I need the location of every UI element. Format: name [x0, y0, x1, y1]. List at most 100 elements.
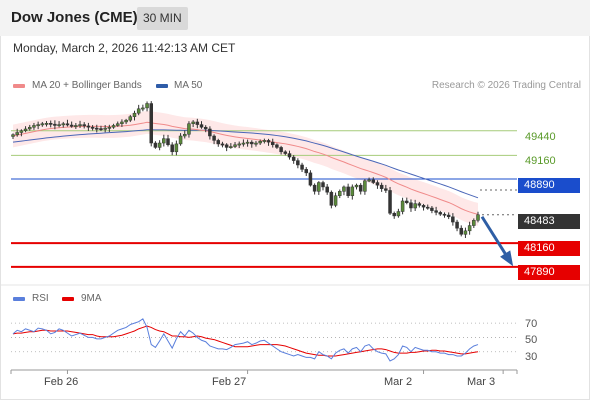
candle-body	[229, 146, 233, 148]
candle-body	[371, 179, 376, 183]
candle-body	[392, 213, 396, 217]
candle-body	[145, 103, 149, 109]
candle-body	[237, 143, 241, 146]
candle-body	[384, 188, 388, 191]
rsi-ma-legend-label: 9MA	[81, 293, 102, 304]
rsi-tick-50: 50	[525, 334, 538, 346]
candle-body	[128, 116, 133, 121]
candle-body	[44, 123, 49, 125]
candle-body	[11, 134, 15, 137]
candle-body	[434, 210, 438, 213]
candle-body	[325, 186, 329, 193]
candle-body	[333, 195, 338, 206]
level-label-r2: 49440	[525, 131, 556, 143]
level-tag-last: 48483	[518, 214, 580, 229]
candle-body	[321, 182, 325, 188]
candle-body	[446, 214, 451, 218]
candle-body	[53, 123, 57, 126]
candle-body	[86, 125, 91, 128]
x-tick-mar3: Mar 3	[467, 376, 496, 388]
candle-body	[358, 184, 363, 192]
candle-body	[421, 205, 426, 208]
candle-body	[375, 182, 380, 186]
candle-body	[191, 121, 195, 124]
candle-body	[149, 103, 153, 144]
candle-body	[291, 156, 296, 161]
candle-body	[442, 213, 447, 216]
candle-body	[296, 160, 300, 166]
candle-body	[304, 169, 308, 174]
candle-body	[388, 190, 392, 214]
candle-body	[308, 172, 313, 186]
candle-body	[15, 132, 19, 135]
candle-body	[174, 143, 179, 153]
chart-header: Dow Jones (CME) 30 MIN	[0, 0, 590, 36]
candle-body	[476, 214, 480, 221]
candle-body	[195, 121, 200, 125]
candle-body	[141, 107, 145, 110]
candle-body	[203, 126, 208, 130]
candle-body	[262, 140, 267, 142]
rsi-legend-swatch	[13, 297, 25, 301]
chart-datetime: Monday, March 2, 2026 11:42:13 AM CET	[13, 41, 236, 55]
timeframe-badge[interactable]: 30 MIN	[137, 7, 188, 30]
candle-body	[32, 125, 36, 128]
bollinger-band	[13, 110, 478, 226]
candle-body	[120, 121, 124, 124]
candle-body	[57, 124, 61, 127]
candle-body	[187, 123, 191, 135]
candle-body	[279, 147, 283, 153]
candle-body	[28, 126, 32, 130]
candle-body	[405, 200, 409, 203]
candle-body	[409, 202, 413, 209]
candle-body	[329, 191, 334, 206]
candle-body	[78, 124, 82, 127]
candle-body	[233, 144, 237, 147]
candle-body	[220, 143, 225, 146]
candle-body	[40, 123, 45, 126]
candle-body	[111, 125, 116, 128]
candle-body	[224, 144, 229, 148]
candle-body	[199, 124, 204, 128]
candle-body	[455, 221, 459, 229]
candle-body	[312, 184, 317, 192]
candle-body	[270, 141, 275, 146]
rsi-tick-70: 70	[525, 318, 538, 330]
rsi-legend-label: RSI	[32, 293, 49, 304]
candle-body	[183, 133, 187, 137]
level-tag-s1: 48160	[518, 241, 580, 256]
candle-body	[212, 135, 216, 141]
candle-body	[69, 124, 74, 127]
candle-body	[258, 141, 262, 144]
candle-body	[287, 153, 292, 158]
candle-body	[396, 211, 401, 217]
candle-body	[65, 123, 70, 126]
candle-body	[216, 140, 221, 145]
x-tick-feb26: Feb 26	[44, 376, 79, 388]
candle-body	[107, 126, 112, 129]
candle-body	[275, 144, 279, 148]
candle-body	[36, 124, 40, 127]
candle-body	[438, 212, 443, 215]
rsi-line	[12, 318, 479, 362]
candle-body	[61, 123, 66, 126]
candle-body	[342, 186, 346, 192]
ma20-legend-label: MA 20 + Bollinger Bands	[32, 80, 142, 91]
candle-body	[132, 112, 137, 117]
ma50-line	[12, 129, 479, 199]
candle-body	[19, 130, 24, 133]
candle-body	[459, 227, 463, 235]
candle-body	[283, 151, 288, 154]
research-credit: Research © 2026 Trading Central	[431, 80, 581, 91]
candle-body	[153, 142, 158, 148]
ma20-legend-swatch	[13, 84, 25, 88]
ma20-line	[12, 121, 479, 215]
candle-body	[254, 142, 258, 145]
x-tick-mar2: Mar 2	[384, 376, 413, 388]
candle-body	[82, 124, 86, 127]
candle-body	[338, 191, 342, 196]
candle-body	[178, 135, 183, 145]
candle-body	[363, 180, 367, 192]
candle-body	[90, 126, 95, 129]
candle-body	[425, 206, 430, 209]
